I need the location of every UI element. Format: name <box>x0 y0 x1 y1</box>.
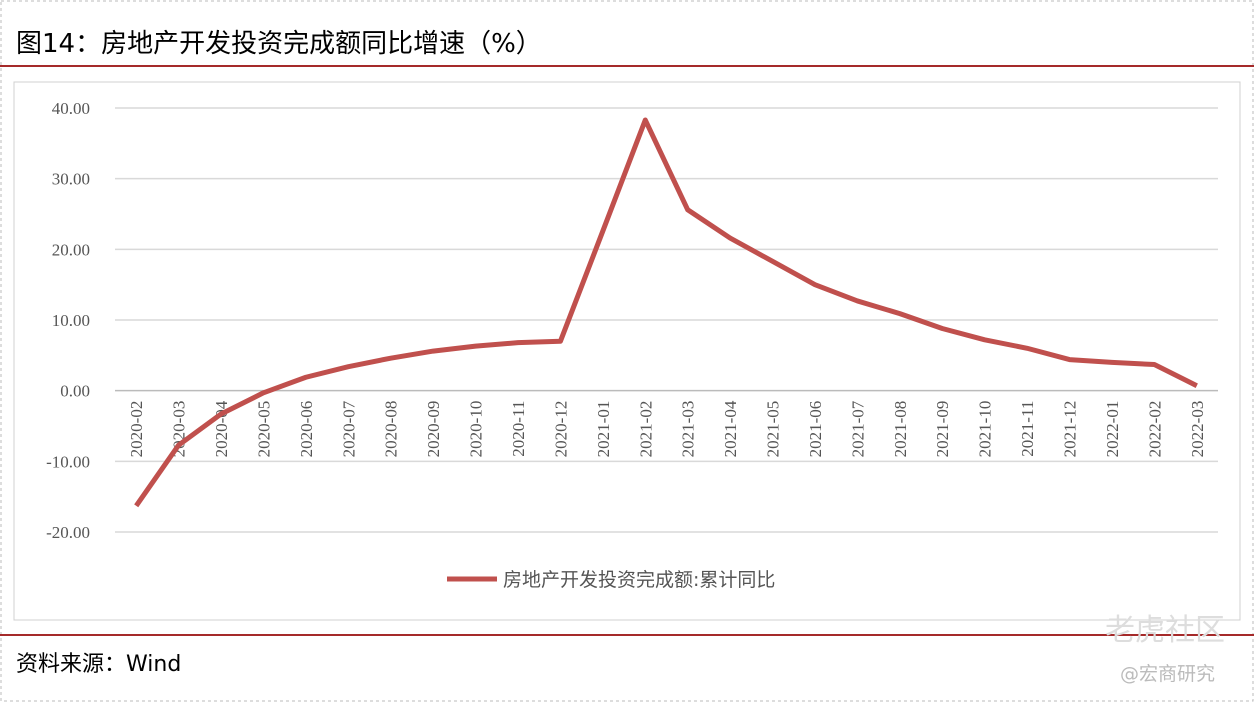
y-tick-label: 0.00 <box>60 382 90 401</box>
y-tick-label: 20.00 <box>52 240 90 259</box>
x-tick-label: 2020-08 <box>382 401 401 458</box>
x-tick-label: 2020-09 <box>424 401 443 458</box>
x-tick-label: 2022-02 <box>1145 401 1164 458</box>
plot: -20.00 -10.00 0.00 10.00 20.00 30.00 40.00 2020… <box>46 99 1218 591</box>
x-tick-label: 2020-11 <box>509 401 528 457</box>
x-tick-label: 2021-09 <box>933 401 952 458</box>
source: 资料来源：Wind <box>16 652 181 677</box>
y-tick-label: -20.00 <box>46 523 90 542</box>
x-tick-label: 2021-03 <box>679 401 698 458</box>
watermark: @宏商研究 <box>1120 663 1215 685</box>
x-tick-label: 2020-03 <box>170 401 189 458</box>
legend-label: 房地产开发投资完成额:累计同比 <box>503 569 775 591</box>
x-tick-label: 2020-10 <box>467 401 486 458</box>
x-tick-label: 2021-08 <box>891 401 910 458</box>
x-tick-label: 2022-03 <box>1188 401 1207 458</box>
y-tick-label: 40.00 <box>52 99 90 118</box>
title: 图14：房地产开发投资完成额同比增速（%） <box>16 29 542 59</box>
x-tick-label: 2021-04 <box>721 400 740 457</box>
y-tick-label: 10.00 <box>52 311 90 330</box>
watermark: 老虎社区 <box>1105 613 1225 648</box>
x-tick-label: 2021-01 <box>594 401 613 458</box>
x-tick-label: 2021-07 <box>848 400 867 457</box>
y-tick-label: -10.00 <box>46 452 90 471</box>
x-tick-label: 2021-02 <box>636 401 655 458</box>
line-series <box>134 117 1198 508</box>
x-tick-label: 2022-01 <box>1103 401 1122 458</box>
x-tick-label: 2020-06 <box>297 401 316 458</box>
x-tick-label: 2020-05 <box>254 401 273 458</box>
x-tick-label: 2021-05 <box>764 401 783 458</box>
y-tick-label: 30.00 <box>52 170 90 189</box>
x-tick-label: 2021-06 <box>806 401 825 458</box>
x-tick-label: 2021-12 <box>1061 401 1080 458</box>
x-tick-label: 2020-07 <box>339 400 358 457</box>
x-tick-label: 2021-10 <box>976 401 995 458</box>
x-tick-label: 2020-02 <box>127 401 146 458</box>
x-tick-label: 2020-12 <box>551 401 570 458</box>
chart-frame <box>13 81 1241 621</box>
x-tick-label: 2021-11 <box>1018 401 1037 457</box>
